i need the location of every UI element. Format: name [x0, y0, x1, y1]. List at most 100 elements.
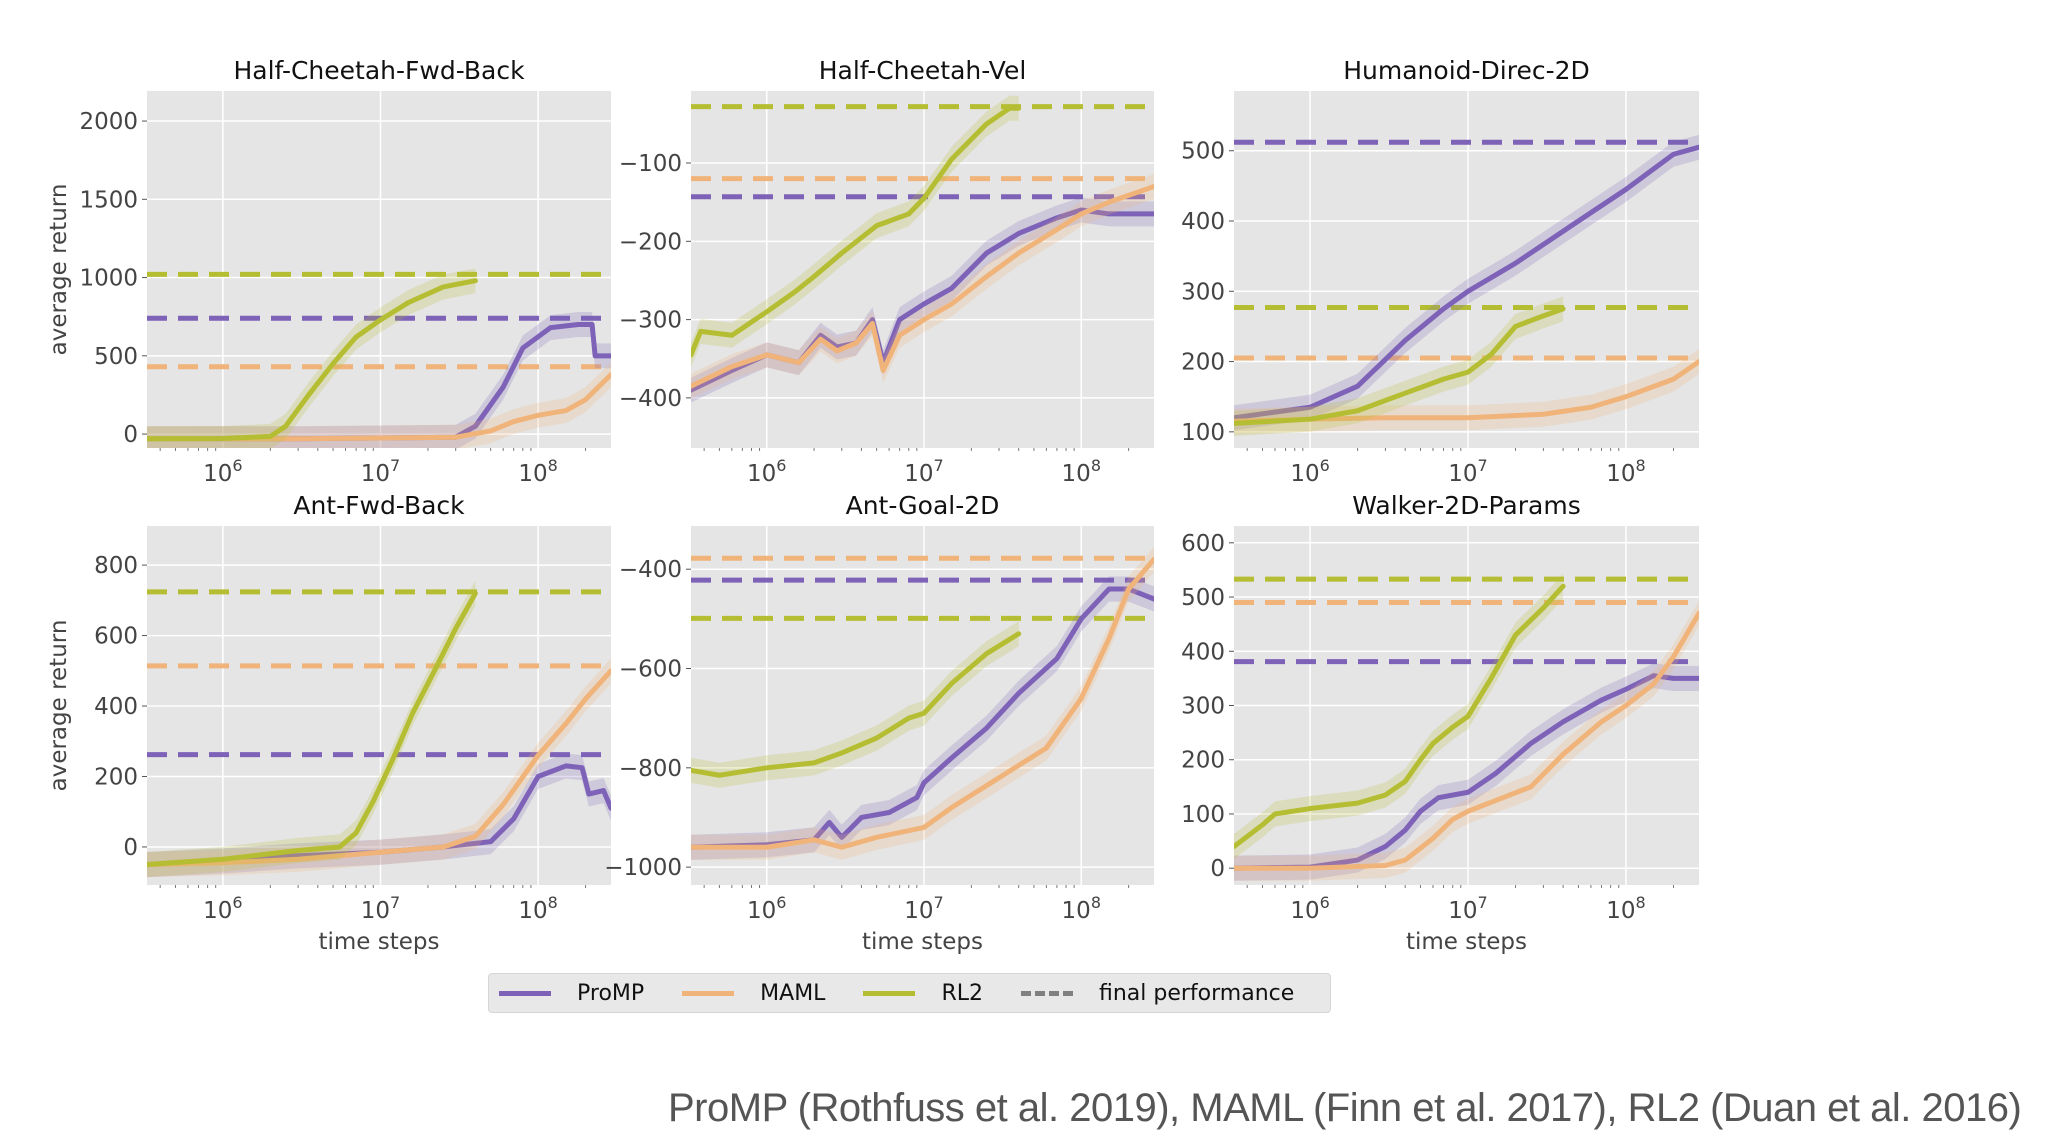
x-tick-base: 10 — [747, 898, 776, 924]
y-tick-label: 200 — [1181, 350, 1225, 376]
x-tick-exponent: 7 — [1478, 456, 1488, 475]
series-line-rl2 — [1234, 306, 1566, 426]
x-tick-base: 10 — [1290, 461, 1319, 487]
subplot-title: Half-Cheetah-Vel — [819, 56, 1027, 85]
confidence-band-rl2 — [147, 580, 476, 878]
plot-area — [691, 546, 1154, 860]
x-tick-exponent: 6 — [232, 456, 242, 475]
x-tick-label: 107 — [361, 893, 400, 924]
x-tick-base: 10 — [747, 461, 776, 487]
subplot-title: Ant-Fwd-Back — [293, 491, 465, 520]
x-tick-base: 10 — [203, 898, 232, 924]
y-tick-label: 2000 — [79, 109, 138, 135]
y-tick-label: −400 — [619, 386, 682, 412]
series-line-rl2 — [691, 105, 1022, 358]
x-tick-base: 10 — [904, 898, 933, 924]
series-line-rl2 — [691, 631, 1022, 778]
series-line-rl2 — [147, 590, 478, 868]
y-tick-label: 600 — [94, 624, 138, 650]
x-axis-label: time steps — [862, 929, 983, 955]
y-tick-label: 600 — [1181, 531, 1225, 557]
y-tick-label: 100 — [1181, 420, 1225, 446]
x-tick-exponent: 6 — [1320, 893, 1330, 912]
x-tick-exponent: 8 — [548, 456, 558, 475]
x-tick-base: 10 — [361, 898, 390, 924]
series-line-maml — [691, 184, 1154, 389]
plot-area — [1234, 134, 1699, 436]
subplot-title: Walker-2D-Params — [1352, 491, 1580, 520]
subplot-title: Humanoid-Direc-2D — [1343, 56, 1590, 85]
confidence-band-maml — [147, 658, 611, 878]
y-axis-label: average return — [46, 184, 72, 356]
plot-area — [1234, 573, 1699, 881]
x-tick-base: 10 — [1606, 898, 1635, 924]
y-tick-label: 400 — [1181, 209, 1225, 235]
plot-area — [691, 95, 1154, 403]
y-tick-label: 1000 — [79, 266, 138, 292]
citation-caption: ProMP (Rothfuss et al. 2019), MAML (Finn… — [668, 1086, 2022, 1130]
x-tick-exponent: 7 — [390, 893, 400, 912]
x-tick-label: 107 — [1448, 456, 1487, 487]
legend-item-rl2: RL2 — [863, 981, 983, 1006]
x-tick-label: 106 — [203, 893, 242, 924]
legend-item-maml: MAML — [682, 981, 825, 1006]
confidence-band-rl2 — [1234, 573, 1564, 860]
y-tick-label: 1500 — [79, 187, 138, 213]
x-tick-label: 107 — [361, 456, 400, 487]
x-tick-base: 10 — [518, 461, 547, 487]
y-tick-label: 800 — [94, 553, 138, 579]
x-tick-label: 106 — [747, 456, 786, 487]
series-line-promp — [147, 763, 611, 868]
series-line-rl2 — [147, 278, 478, 442]
legend-label-rl2: RL2 — [941, 980, 983, 1006]
x-tick-label: 108 — [1606, 456, 1645, 487]
y-tick-label: 300 — [1181, 279, 1225, 305]
x-tick-base: 10 — [361, 461, 390, 487]
y-tick-label: −600 — [619, 657, 682, 683]
y-tick-label: 200 — [1181, 748, 1225, 774]
plot-background — [147, 91, 611, 448]
subplot-title: Ant-Goal-2D — [846, 491, 1000, 520]
y-tick-label: −100 — [619, 151, 682, 177]
legend-label-maml: MAML — [760, 980, 826, 1006]
series-line-rl2 — [1234, 583, 1566, 849]
x-tick-base: 10 — [1448, 461, 1477, 487]
x-tick-label: 108 — [1062, 456, 1101, 487]
series-line-promp — [1234, 673, 1699, 871]
y-tick-label: 0 — [1210, 856, 1225, 882]
x-tick-label: 106 — [203, 456, 242, 487]
y-tick-label: 500 — [1181, 139, 1225, 165]
legend-swatch-promp — [499, 990, 551, 996]
x-tick-exponent: 8 — [548, 893, 558, 912]
series-line-promp — [691, 586, 1154, 850]
x-tick-exponent: 7 — [1478, 893, 1488, 912]
x-tick-label: 108 — [518, 456, 557, 487]
x-tick-exponent: 7 — [934, 893, 944, 912]
plot-area — [147, 268, 611, 448]
plot-area — [147, 580, 611, 878]
x-tick-exponent: 6 — [776, 893, 786, 912]
confidence-band-rl2 — [691, 621, 1019, 788]
confidence-band-promp — [1234, 134, 1699, 431]
plot-background — [691, 91, 1154, 448]
legend-swatch-final-performance — [1020, 990, 1073, 996]
y-tick-label: −1000 — [604, 855, 682, 881]
x-tick-base: 10 — [203, 461, 232, 487]
x-tick-exponent: 6 — [232, 893, 242, 912]
y-tick-label: −300 — [619, 308, 682, 334]
x-tick-label: 106 — [747, 893, 786, 924]
y-tick-label: 500 — [1181, 585, 1225, 611]
y-tick-label: −800 — [619, 756, 682, 782]
series-line-maml — [1234, 359, 1699, 424]
series-line-maml — [1234, 610, 1699, 871]
series-line-maml — [147, 372, 611, 442]
legend-label-final-performance: final performance — [1098, 980, 1295, 1006]
x-tick-label: 106 — [1290, 893, 1329, 924]
y-tick-label: 300 — [1181, 694, 1225, 720]
y-tick-label: −200 — [619, 229, 682, 255]
y-tick-label: 100 — [1181, 802, 1225, 828]
